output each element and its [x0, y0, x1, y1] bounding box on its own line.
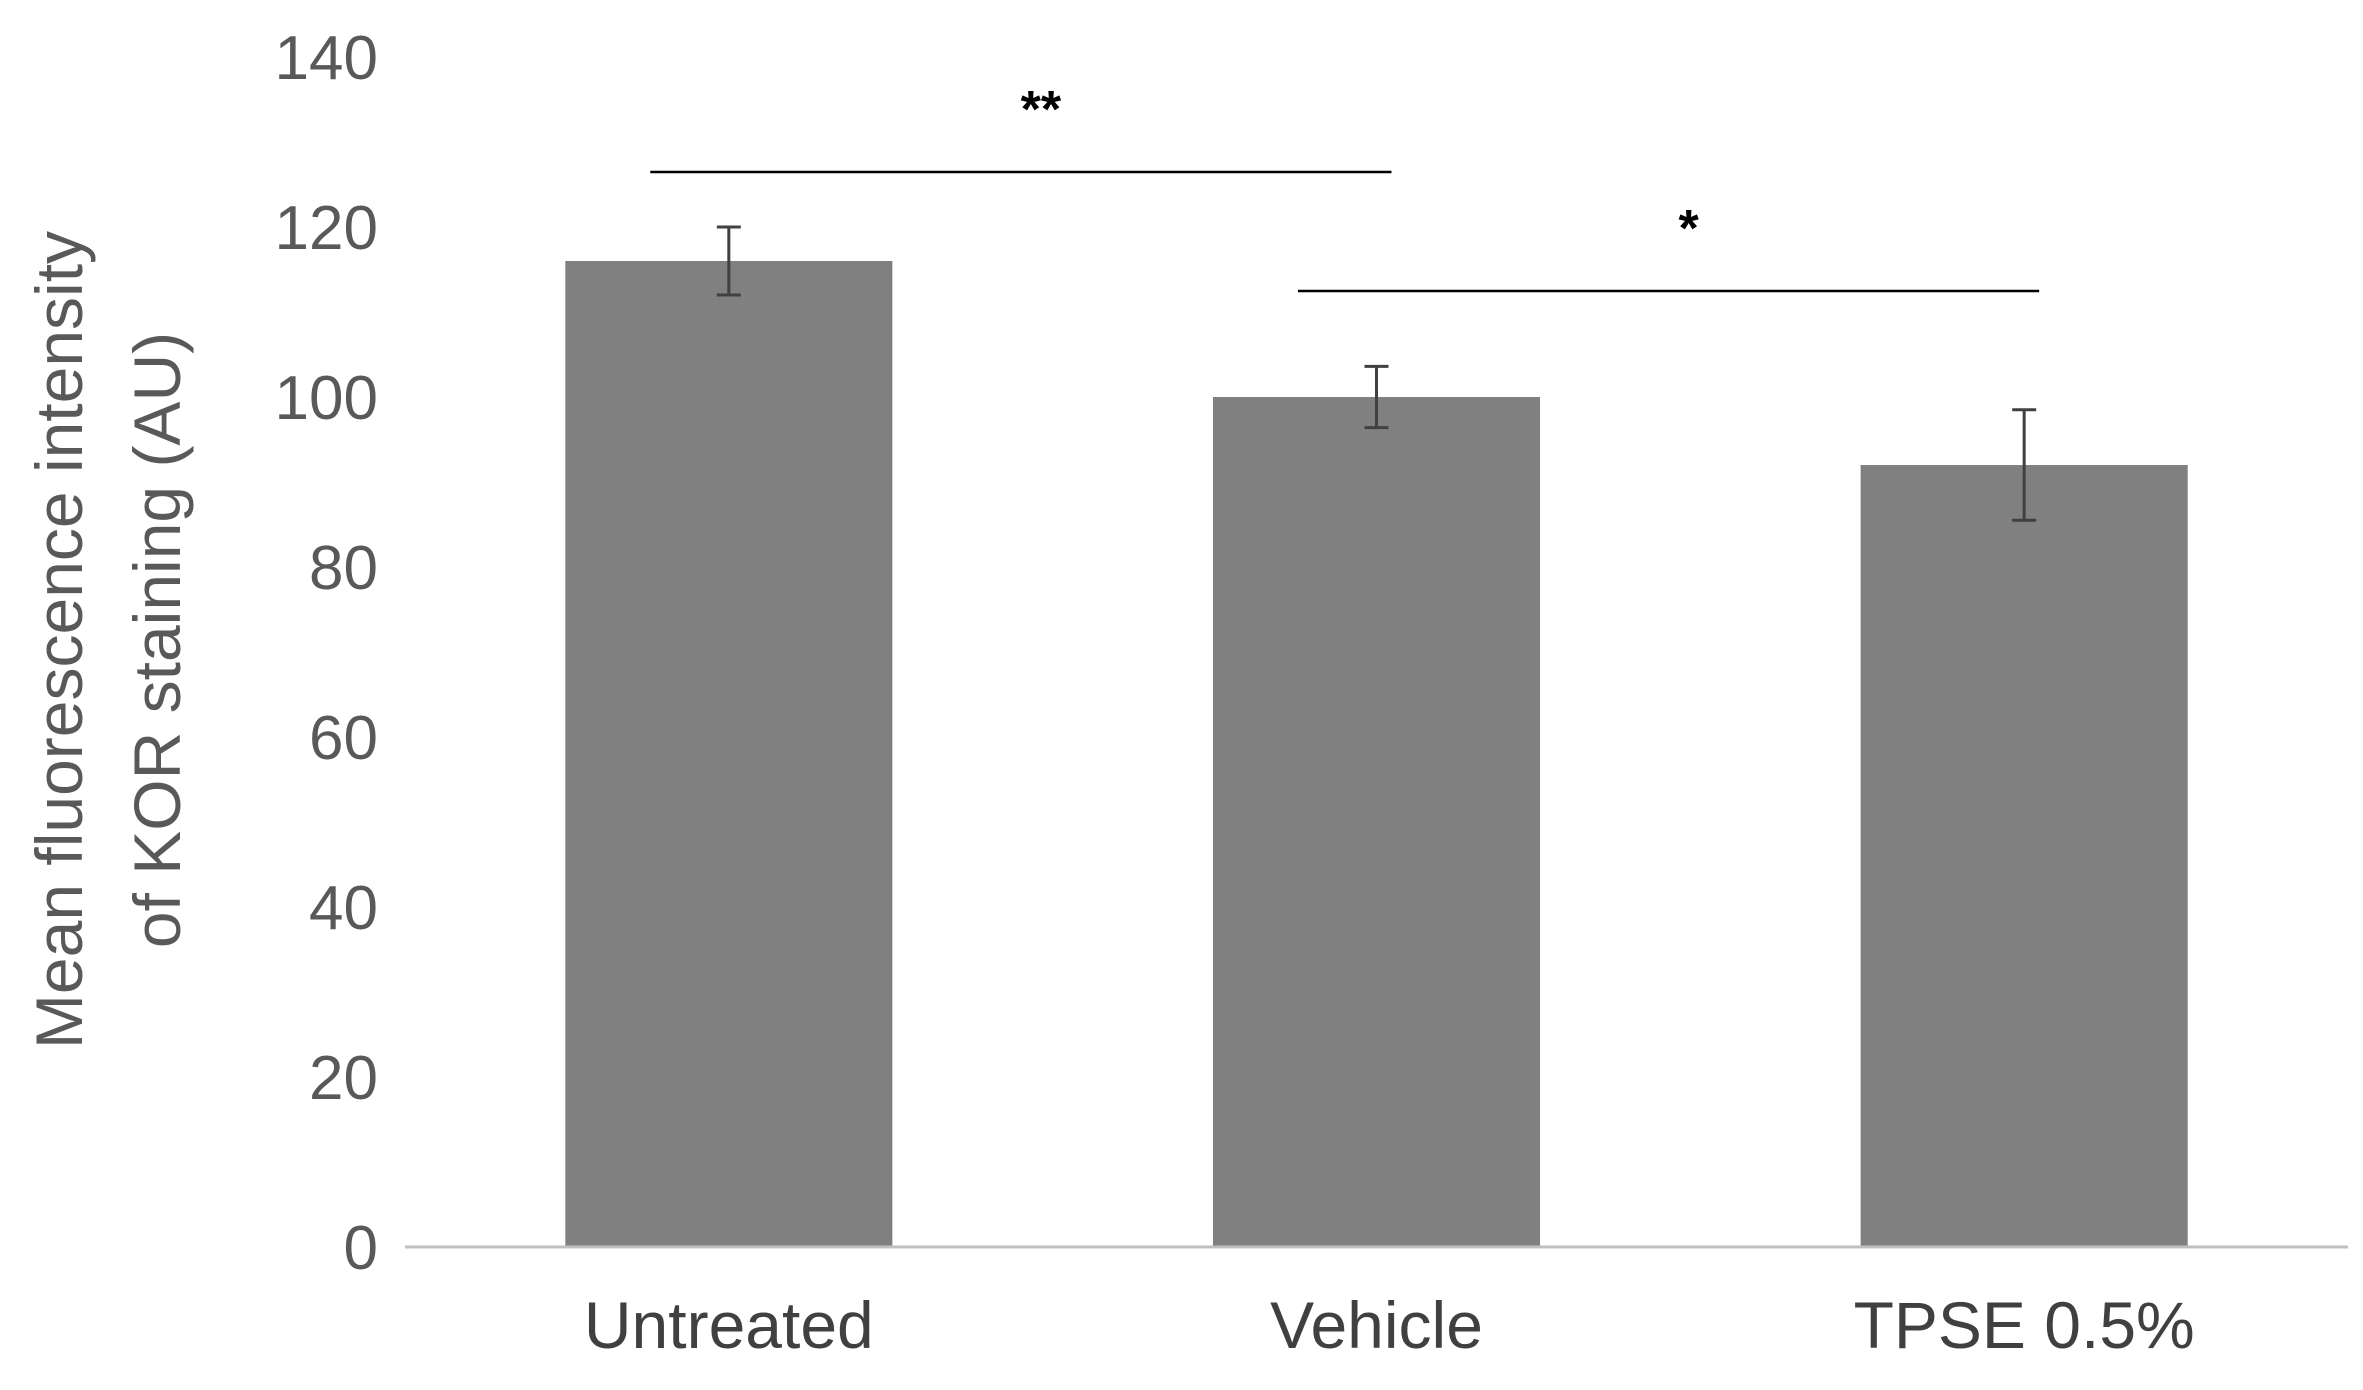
- category-label: Vehicle: [1270, 1288, 1483, 1362]
- significance-label: *: [1678, 200, 1699, 258]
- bars: [565, 261, 2188, 1247]
- category-labels: Untreated Vehicle TPSE 0.5%: [584, 1288, 2195, 1362]
- y-axis-label-line-1: Mean fluorescence intensity: [22, 231, 96, 1049]
- bar: [1860, 465, 2188, 1247]
- error-bars: [716, 225, 2037, 522]
- y-tick-label: 100: [275, 364, 378, 433]
- bar: [1212, 397, 1541, 1247]
- y-axis-ticks: 0 20 40 60 80 100 120 140: [275, 24, 378, 1283]
- y-tick-label: 120: [275, 194, 378, 263]
- y-tick-label: 40: [309, 874, 378, 943]
- significance-label: **: [1021, 81, 1062, 139]
- y-tick-label: 140: [275, 24, 378, 93]
- y-tick-label: 0: [344, 1214, 378, 1283]
- y-axis-label: Mean fluorescence intensity of KOR stain…: [22, 231, 194, 1049]
- bar: [565, 261, 893, 1247]
- y-axis-label-line-2: of KOR staining (AU): [120, 332, 194, 948]
- y-tick-label: 80: [309, 534, 378, 603]
- y-tick-label: 20: [309, 1044, 378, 1113]
- y-tick-label: 60: [309, 704, 378, 773]
- category-label: Untreated: [584, 1288, 874, 1362]
- category-label: TPSE 0.5%: [1854, 1288, 2195, 1362]
- significance-annotations: ***: [650, 81, 2040, 293]
